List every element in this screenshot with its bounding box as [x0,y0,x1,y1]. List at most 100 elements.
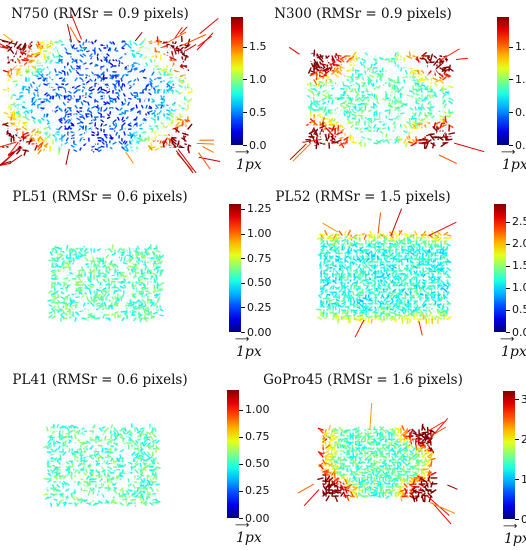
residual-vector [417,128,420,135]
residual-vector [343,76,348,81]
residual-vector [323,245,328,248]
residual-vector [72,95,75,100]
residual-vector [16,69,19,76]
residual-vector [85,271,89,277]
residual-vector [121,103,126,106]
residual-vector [17,144,24,148]
residual-vector [129,290,134,295]
residual-vector [143,82,147,85]
residual-vector [178,113,183,118]
residual-vector [155,119,159,124]
residual-vector [94,39,97,43]
residual-vector [37,44,42,49]
residual-vector [436,73,440,79]
residual-vector [337,131,343,135]
residual-vector [54,264,59,268]
residual-vector [387,249,391,254]
residual-vector [123,264,128,268]
residual-vector [78,317,83,321]
residual-vector [427,106,432,111]
residual-vector [413,60,417,66]
residual-vector [412,123,417,129]
residual-vector [373,111,376,117]
residual-vector [146,65,153,68]
residual-vector [112,41,116,45]
residual-vector [379,64,384,69]
residual-vector [50,69,54,73]
residual-vector [60,294,65,298]
residual-vector [36,140,42,143]
residual-vector [88,290,92,295]
residual-vector [21,74,24,80]
residual-vector [128,107,132,112]
residual-vector [13,132,21,136]
residual-vector [439,50,444,57]
residual-vector [150,314,155,319]
residual-vector [308,67,312,74]
residual-vector [181,110,185,116]
residual-vector [397,118,401,123]
residual-vector [359,255,364,259]
residual-vector [400,108,405,111]
residual-vector [88,98,92,103]
residual-vector [70,122,75,126]
residual-vector [30,59,36,63]
vector-field [288,46,485,165]
residual-vector [31,105,36,109]
residual-vector [349,58,354,63]
residual-vector [136,62,141,66]
residual-vector [398,76,402,81]
residual-vector [119,253,122,259]
residual-vector [78,302,83,307]
residual-vector [353,240,357,246]
residual-vector [139,102,143,106]
residual-vector [123,131,126,136]
residual-vector [404,120,408,126]
residual-vector [400,85,405,90]
residual-vector [153,260,157,265]
residual-vector [346,237,352,241]
residual-vector [349,88,354,93]
residual-vector [359,61,363,66]
residual-vector [50,269,56,273]
residual-vector [121,114,126,118]
residual-vector [322,79,327,84]
residual-vector [29,74,33,78]
residual-vector [148,107,152,110]
residual-vector [57,255,63,259]
residual-vector [159,282,165,286]
residual-vector [355,139,358,145]
residual-vector [52,134,57,138]
residual-vector [415,88,420,94]
residual-vector [331,70,336,75]
residual-vector [332,140,339,144]
residual-vector [7,104,12,109]
residual-vector [132,315,138,319]
residual-vector [78,311,83,316]
residual-vector [61,65,65,69]
residual-vector [154,139,158,145]
colorbar-tick-mark [243,46,247,48]
residual-vector [422,127,429,130]
residual-vector [98,305,104,309]
residual-vector [392,121,396,126]
residual-vector [326,243,331,247]
residual-vector [388,79,394,82]
residual-vector [116,96,120,100]
residual-vector [71,74,75,79]
residual-vector [25,102,29,106]
residual-vector [75,59,78,64]
residual-vector [79,113,84,117]
residual-vector [362,112,366,117]
residual-vector [82,53,87,57]
residual-vector [42,77,45,81]
residual-vector [58,95,61,100]
residual-vector [187,59,193,65]
residual-vector [179,143,186,148]
residual-vector [410,115,414,120]
residual-vector [87,249,92,253]
residual-vector [159,308,164,312]
residual-vector [149,293,155,296]
residual-vector [40,89,45,92]
residual-vector [397,116,402,120]
